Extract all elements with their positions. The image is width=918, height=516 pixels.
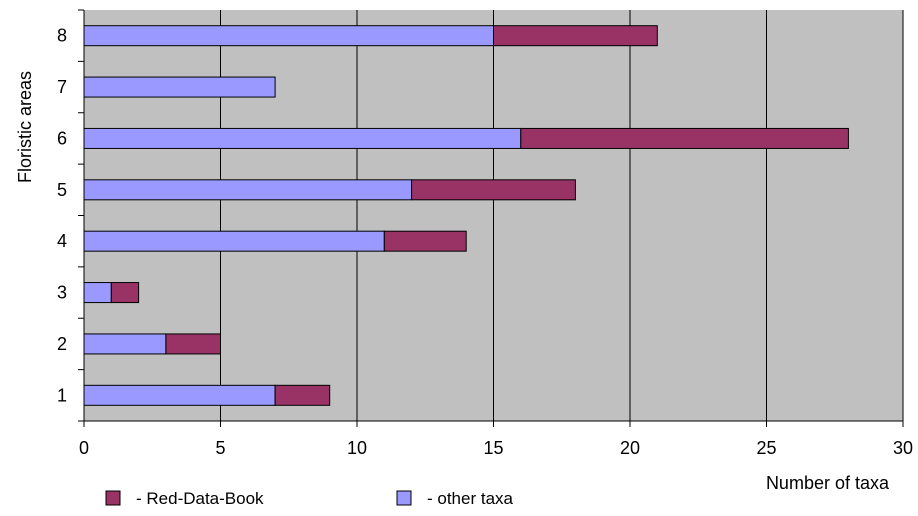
bar-other-taxa [83, 179, 413, 201]
x-axis-ticks: 0 5 10 15 20 25 30 [79, 421, 913, 458]
x-tick-label: 10 [347, 438, 367, 458]
y-tick-label: 6 [57, 128, 67, 148]
legend-label: - Red-Data-Book [136, 489, 264, 508]
x-tick-label: 20 [620, 438, 640, 458]
legend-swatch [105, 490, 121, 506]
y-tick-label: 2 [57, 334, 67, 354]
bar-red-data-book [110, 282, 140, 304]
bar-other-taxa [83, 25, 494, 47]
x-axis-title: Number of taxa [766, 473, 890, 493]
x-tick-label: 5 [215, 438, 225, 458]
x-tick-label: 30 [893, 438, 913, 458]
bar-red-data-book [274, 384, 331, 406]
legend-label: - other taxa [427, 489, 514, 508]
bar-red-data-book [520, 127, 849, 149]
y-axis-title: Floristic areas [15, 71, 35, 183]
y-axis-ticks: 1 2 3 4 5 6 7 8 [57, 9, 84, 422]
legend: - Red-Data-Book - other taxa [105, 489, 514, 508]
y-tick-label: 3 [57, 283, 67, 303]
y-tick-label: 8 [57, 26, 67, 46]
bar-other-taxa [83, 127, 522, 149]
legend-swatch [396, 490, 412, 506]
bar-red-data-book [383, 230, 467, 252]
bar-other-taxa [83, 282, 112, 304]
bar-red-data-book [493, 25, 658, 47]
y-tick-label: 7 [57, 77, 67, 97]
bar-red-data-book [165, 333, 221, 355]
y-tick-label: 5 [57, 180, 67, 200]
x-tick-label: 0 [79, 438, 89, 458]
x-tick-label: 25 [756, 438, 776, 458]
bar-other-taxa [83, 76, 276, 98]
bar-other-taxa [83, 230, 385, 252]
y-tick-label: 4 [57, 231, 67, 251]
x-tick-label: 15 [483, 438, 503, 458]
bar-red-data-book [411, 179, 576, 201]
bar-other-taxa [83, 384, 276, 406]
bar-other-taxa [83, 333, 167, 355]
y-tick-label: 1 [57, 385, 67, 405]
